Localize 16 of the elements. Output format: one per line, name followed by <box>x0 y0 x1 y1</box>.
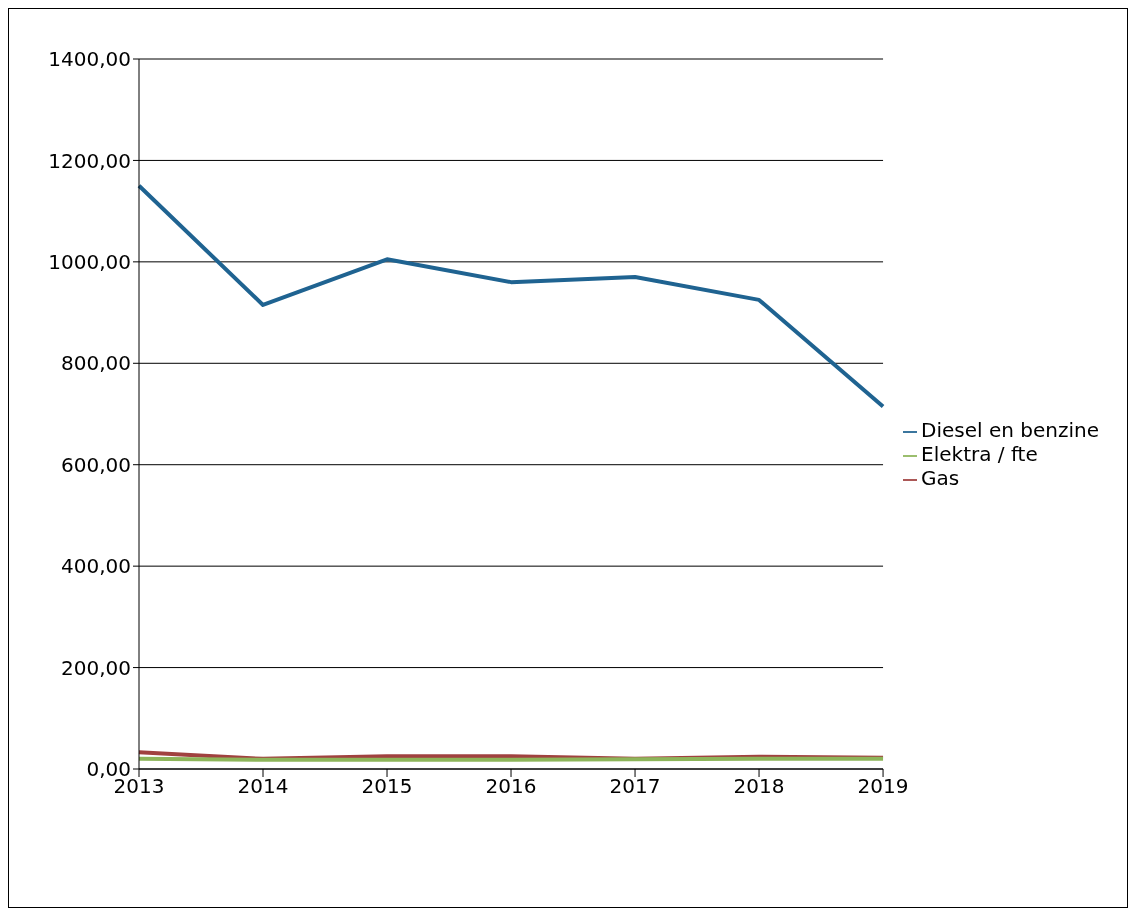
x-tick-label: 2019 <box>857 774 909 799</box>
legend-label: Diesel en benzine <box>921 418 1099 442</box>
x-tick-label: 2016 <box>485 774 537 799</box>
y-tick-label: 1000,00 <box>48 249 131 274</box>
legend-label: Gas <box>921 466 960 490</box>
x-tick-label: 2014 <box>237 774 289 799</box>
x-tick-label: 2018 <box>733 774 785 799</box>
y-tick-label: 1200,00 <box>48 148 131 173</box>
y-tick-label: 400,00 <box>61 554 131 579</box>
x-tick-label: 2017 <box>609 774 661 799</box>
y-tick-label: 800,00 <box>61 351 131 376</box>
legend-label: Elektra / fte <box>921 442 1038 466</box>
y-tick-label: 200,00 <box>61 655 131 680</box>
y-tick-label: 600,00 <box>61 452 131 477</box>
x-tick-label: 2015 <box>361 774 413 799</box>
y-tick-label: 1400,00 <box>48 47 131 72</box>
